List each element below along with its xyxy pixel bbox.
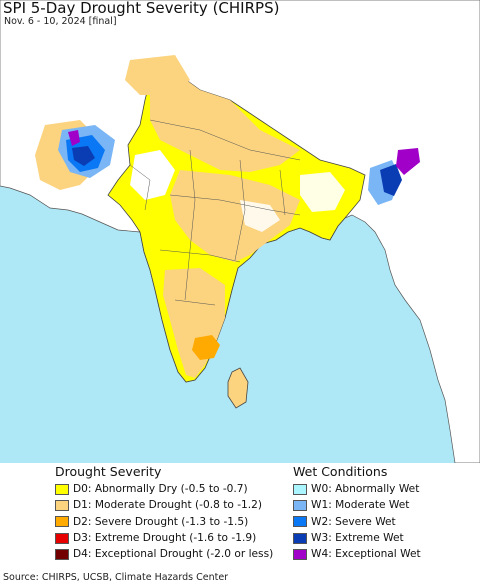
normal-patch-1 xyxy=(130,150,175,200)
w4-patch-west xyxy=(68,130,80,146)
wet-legend-swatch xyxy=(293,548,307,560)
drought-legend-label: D3: Extreme Drought (-1.6 to -1.9) xyxy=(73,532,257,545)
d2-patch-south xyxy=(192,335,220,360)
w3-patch-east xyxy=(380,164,402,196)
drought-legend-label: D2: Severe Drought (-1.3 to -1.5) xyxy=(73,515,249,528)
drought-legend: Drought Severity D0: Abnormally Dry (-0.… xyxy=(55,463,273,562)
drought-legend-heading: Drought Severity xyxy=(55,464,162,479)
wet-legend-swatch xyxy=(293,483,307,495)
drought-legend-swatch xyxy=(55,516,69,528)
wet-legend-swatch xyxy=(293,499,307,511)
wet-legend-label: W3: Extreme Wet xyxy=(311,532,404,545)
sri-lanka xyxy=(227,367,249,409)
wet-legend-item: W4: Exceptional Wet xyxy=(293,546,421,562)
drought-legend-label: D1: Moderate Drought (-0.8 to -1.2) xyxy=(73,499,262,512)
normal-patch-3 xyxy=(300,172,345,212)
wet-legend-label: W0: Abnormally Wet xyxy=(311,483,420,496)
source-credit: Source: CHIRPS, UCSB, Climate Hazards Ce… xyxy=(3,572,229,583)
d1-patch-central xyxy=(170,170,300,262)
wet-legend-swatch xyxy=(293,532,307,544)
map-title: SPI 5-Day Drought Severity (CHIRPS) xyxy=(3,0,280,17)
wet-legend-label: W1: Moderate Wet xyxy=(311,499,410,512)
wet-legend-swatch xyxy=(293,516,307,528)
normal-patch-2 xyxy=(240,200,280,232)
drought-legend-swatch xyxy=(55,483,69,495)
w4-patch-east xyxy=(396,148,420,175)
drought-legend-label: D0: Abnormally Dry (-0.5 to -0.7) xyxy=(73,483,248,496)
wet-legend-item: W1: Moderate Wet xyxy=(293,497,421,513)
legend: Drought Severity D0: Abnormally Dry (-0.… xyxy=(0,463,480,566)
wet-legend-item: W3: Extreme Wet xyxy=(293,530,421,546)
drought-legend-item: D0: Abnormally Dry (-0.5 to -0.7) xyxy=(55,481,273,497)
d1-patch-south xyxy=(163,268,225,378)
wet-legend-label: W4: Exceptional Wet xyxy=(311,548,421,561)
drought-legend-label: D4: Exceptional Drought (-2.0 or less) xyxy=(73,548,274,561)
drought-legend-item: D4: Exceptional Drought (-2.0 or less) xyxy=(55,546,273,562)
drought-legend-item: D3: Extreme Drought (-1.6 to -1.9) xyxy=(55,530,273,546)
wet-legend-label: W2: Severe Wet xyxy=(311,515,396,528)
map-canvas xyxy=(0,0,480,463)
drought-legend-swatch xyxy=(55,499,69,511)
state-boundaries xyxy=(129,119,301,306)
w3-patch-west xyxy=(72,146,95,166)
d1-patch-afghan xyxy=(125,55,190,95)
wet-legend-item: W0: Abnormally Wet xyxy=(293,481,421,497)
drought-legend-item: D2: Severe Drought (-1.3 to -1.5) xyxy=(55,514,273,530)
d1-patch-north xyxy=(150,72,300,172)
wet-legend-item: W2: Severe Wet xyxy=(293,514,421,530)
drought-map xyxy=(0,0,480,463)
drought-legend-item: D1: Moderate Drought (-0.8 to -1.2) xyxy=(55,497,273,513)
drought-legend-swatch xyxy=(55,532,69,544)
wet-legend-heading: Wet Conditions xyxy=(293,464,388,479)
map-subtitle: Nov. 6 - 10, 2024 [final] xyxy=(4,16,117,27)
wet-legend: Wet Conditions W0: Abnormally Wet W1: Mod… xyxy=(293,463,421,562)
drought-legend-swatch xyxy=(55,548,69,560)
